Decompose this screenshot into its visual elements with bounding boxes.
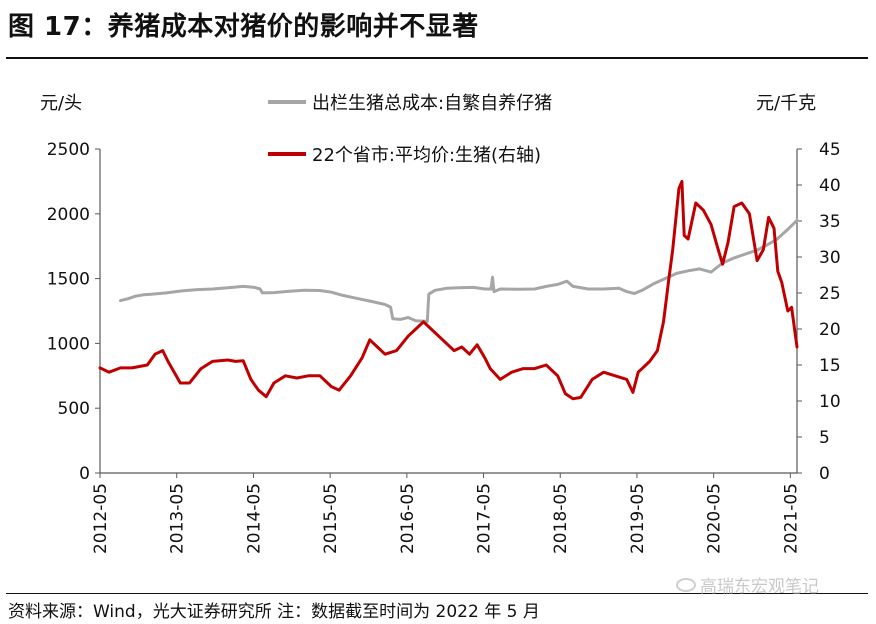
title-divider — [6, 57, 868, 59]
right-tick-label: 30 — [819, 248, 841, 268]
x-tick-label: 2018-05 — [551, 483, 571, 554]
left-tick-label: 1000 — [47, 334, 90, 354]
right-tick-label: 45 — [819, 140, 841, 160]
left-tick-label: 1500 — [47, 270, 90, 290]
legend-label-price: 22个省市:平均价:生猪(右轴) — [312, 145, 541, 166]
series-line-price — [98, 179, 799, 401]
left-tick-label: 2500 — [47, 140, 90, 160]
x-tick-label: 2016-05 — [398, 483, 418, 554]
series-line-cost — [119, 218, 799, 323]
right-tick-label: 15 — [819, 356, 841, 376]
source-note: 资料来源：Wind，光大证券研究所 注：数据截至时间为 2022 年 5 月 — [8, 602, 540, 622]
right-tick-label: 0 — [819, 464, 830, 484]
watermark-text: 高瑞东宏观笔记 — [700, 577, 819, 597]
left-tick-label: 500 — [58, 399, 90, 419]
right-tick-label: 35 — [819, 212, 841, 232]
x-tick-label: 2013-05 — [168, 483, 188, 554]
x-tick-label: 2012-05 — [91, 483, 111, 554]
right-tick-label: 10 — [819, 392, 841, 412]
wechat-icon — [676, 577, 696, 592]
left-tick-label: 2000 — [47, 205, 90, 225]
right-tick-label: 25 — [819, 284, 841, 304]
right-tick-label: 20 — [819, 320, 841, 340]
x-tick-label: 2014-05 — [244, 483, 264, 554]
axes-layer: 0 500 1000 1500 2000 2500 0 5 10 15 20 25 30 35 40 45 20… — [47, 140, 841, 554]
legend-label-cost: 出栏生猪总成本:自繁自养仔猪 — [312, 93, 552, 114]
footer-divider — [6, 593, 868, 594]
right-tick-label: 40 — [819, 176, 841, 196]
left-axis-unit: 元/头 — [40, 93, 82, 114]
series-layer — [98, 179, 799, 401]
x-tick-label: 2020-05 — [705, 483, 725, 554]
legend: 出栏生猪总成本:自繁自养仔猪 22个省市:平均价:生猪(右轴) — [268, 93, 552, 166]
chart-title: 图 17：养猪成本对猪价的影响并不显著 — [8, 12, 479, 42]
watermark: 高瑞东宏观笔记 — [676, 572, 819, 597]
left-tick-label: 0 — [79, 464, 90, 484]
x-tick-label: 2015-05 — [321, 483, 341, 554]
x-tick-label: 2021-05 — [781, 483, 801, 554]
x-tick-label: 2019-05 — [628, 483, 648, 554]
right-tick-label: 5 — [819, 428, 830, 448]
right-axis-unit: 元/千克 — [756, 93, 816, 114]
x-tick-label: 2017-05 — [475, 483, 495, 554]
